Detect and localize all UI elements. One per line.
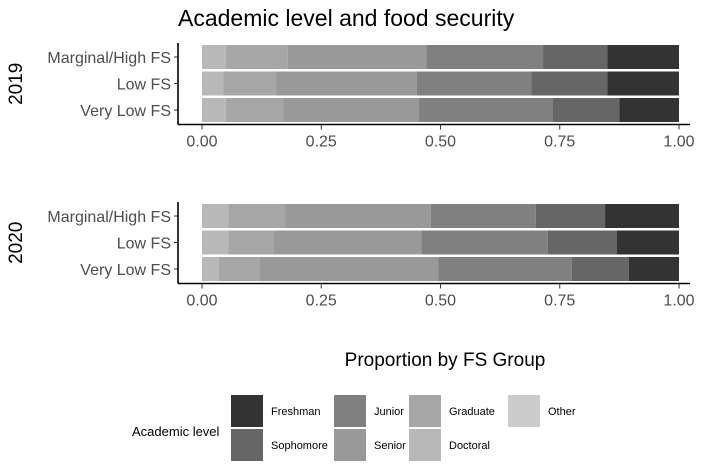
legend-swatch-graduate: [409, 395, 441, 427]
bar-2019-1-sophomore: [531, 71, 608, 96]
bar-2019-1-doctoral: [202, 71, 224, 96]
legend-swatch-other: [508, 395, 540, 427]
x-tick-label: 0.25: [306, 293, 337, 310]
x-tick-label: 1.00: [663, 134, 694, 151]
bar-2020-1-senior: [273, 230, 422, 255]
legend: Academic level Freshman Sophomore Junior Se…: [132, 395, 576, 461]
bar-2019-2-junior: [419, 98, 553, 122]
bar-2019-1-senior: [275, 71, 417, 96]
legend-swatch-sophomore: [231, 429, 263, 461]
x-tick-label: 0.00: [186, 293, 217, 310]
bar-2020-2-freshman: [628, 257, 679, 281]
legend-swatch-freshman: [231, 395, 263, 427]
legend-label-senior: Senior: [374, 440, 406, 452]
bar-2019-1-junior: [416, 71, 532, 96]
x-tick-label: 0.00: [186, 134, 217, 151]
bar-2020-0-senior: [285, 204, 431, 228]
legend-label-junior: Junior: [374, 406, 404, 418]
legend-label-freshman: Freshman: [271, 406, 321, 418]
panel-label-2019: 2019: [6, 63, 27, 105]
bar-2020-1-doctoral: [202, 230, 229, 255]
y-tick-label: Very Low FS: [80, 262, 171, 279]
x-axis-label: Proportion by FS Group: [345, 350, 546, 371]
y-tick-label: Marginal/High FS: [47, 50, 171, 67]
bar-2020-1-junior: [421, 230, 548, 255]
legend-label-other: Other: [548, 406, 576, 418]
y-tick-label: Marginal/High FS: [47, 209, 171, 226]
bar-2020-1-freshman: [616, 230, 679, 255]
x-tick-label: 1.00: [663, 293, 694, 310]
bar-2019-2-graduate: [225, 98, 284, 122]
x-tick-label: 0.75: [544, 293, 575, 310]
legend-label-graduate: Graduate: [449, 406, 495, 418]
bar-2019-1-freshman: [607, 71, 679, 96]
legend-swatch-junior: [334, 395, 366, 427]
bar-2019-0-graduate: [225, 45, 288, 69]
bar-2019-0-junior: [426, 45, 544, 69]
bar-2019-1-graduate: [223, 71, 276, 96]
chart-panels: Marginal/High FS Low FS Very Low FS 0.00 0.2…: [6, 43, 695, 310]
x-tick-label: 0.25: [306, 134, 337, 151]
bar-2019-0-senior: [287, 45, 427, 69]
bar-2019-2-freshman: [619, 98, 679, 122]
y-tick-label: Very Low FS: [80, 103, 171, 120]
y-tick-label: Low FS: [117, 236, 171, 253]
bar-2020-1-sophomore: [547, 230, 617, 255]
bar-2020-2-sophomore: [571, 257, 629, 281]
bar-2020-0-freshman: [605, 204, 679, 228]
legend-swatch-doctoral: [409, 429, 441, 461]
bar-2019-0-sophomore: [543, 45, 608, 69]
y-tick-label: Low FS: [117, 77, 171, 94]
legend-swatch-senior: [334, 429, 366, 461]
x-tick-label: 0.50: [425, 293, 456, 310]
bar-2019-2-sophomore: [552, 98, 620, 122]
x-tick-label: 0.50: [425, 134, 456, 151]
legend-label-doctoral: Doctoral: [449, 440, 490, 452]
bar-2019-0-freshman: [607, 45, 679, 69]
bar-2020-2-junior: [438, 257, 572, 281]
bar-2019-2-senior: [283, 98, 420, 122]
bar-2020-0-sophomore: [535, 204, 606, 228]
panel-2020: Marginal/High FS Low FS Very Low FS 0.00 0.2…: [6, 202, 695, 310]
bar-2020-0-junior: [430, 204, 536, 228]
bar-2019-0-doctoral: [202, 45, 226, 69]
bar-2020-0-graduate: [228, 204, 286, 228]
bar-2020-0-doctoral: [202, 204, 229, 228]
bar-2020-2-graduate: [218, 257, 260, 281]
bar-2020-1-graduate: [228, 230, 274, 255]
legend-label-sophomore: Sophomore: [271, 440, 328, 452]
bar-2020-2-doctoral: [202, 257, 219, 281]
bar-2019-2-doctoral: [202, 98, 226, 122]
chart-title: Academic level and food security: [178, 5, 515, 31]
bar-2020-2-senior: [259, 257, 439, 281]
panel-label-2020: 2020: [6, 222, 27, 264]
legend-title: Academic level: [132, 424, 220, 439]
x-tick-label: 0.75: [544, 134, 575, 151]
panel-2019: Marginal/High FS Low FS Very Low FS 0.00 0.2…: [6, 43, 695, 151]
